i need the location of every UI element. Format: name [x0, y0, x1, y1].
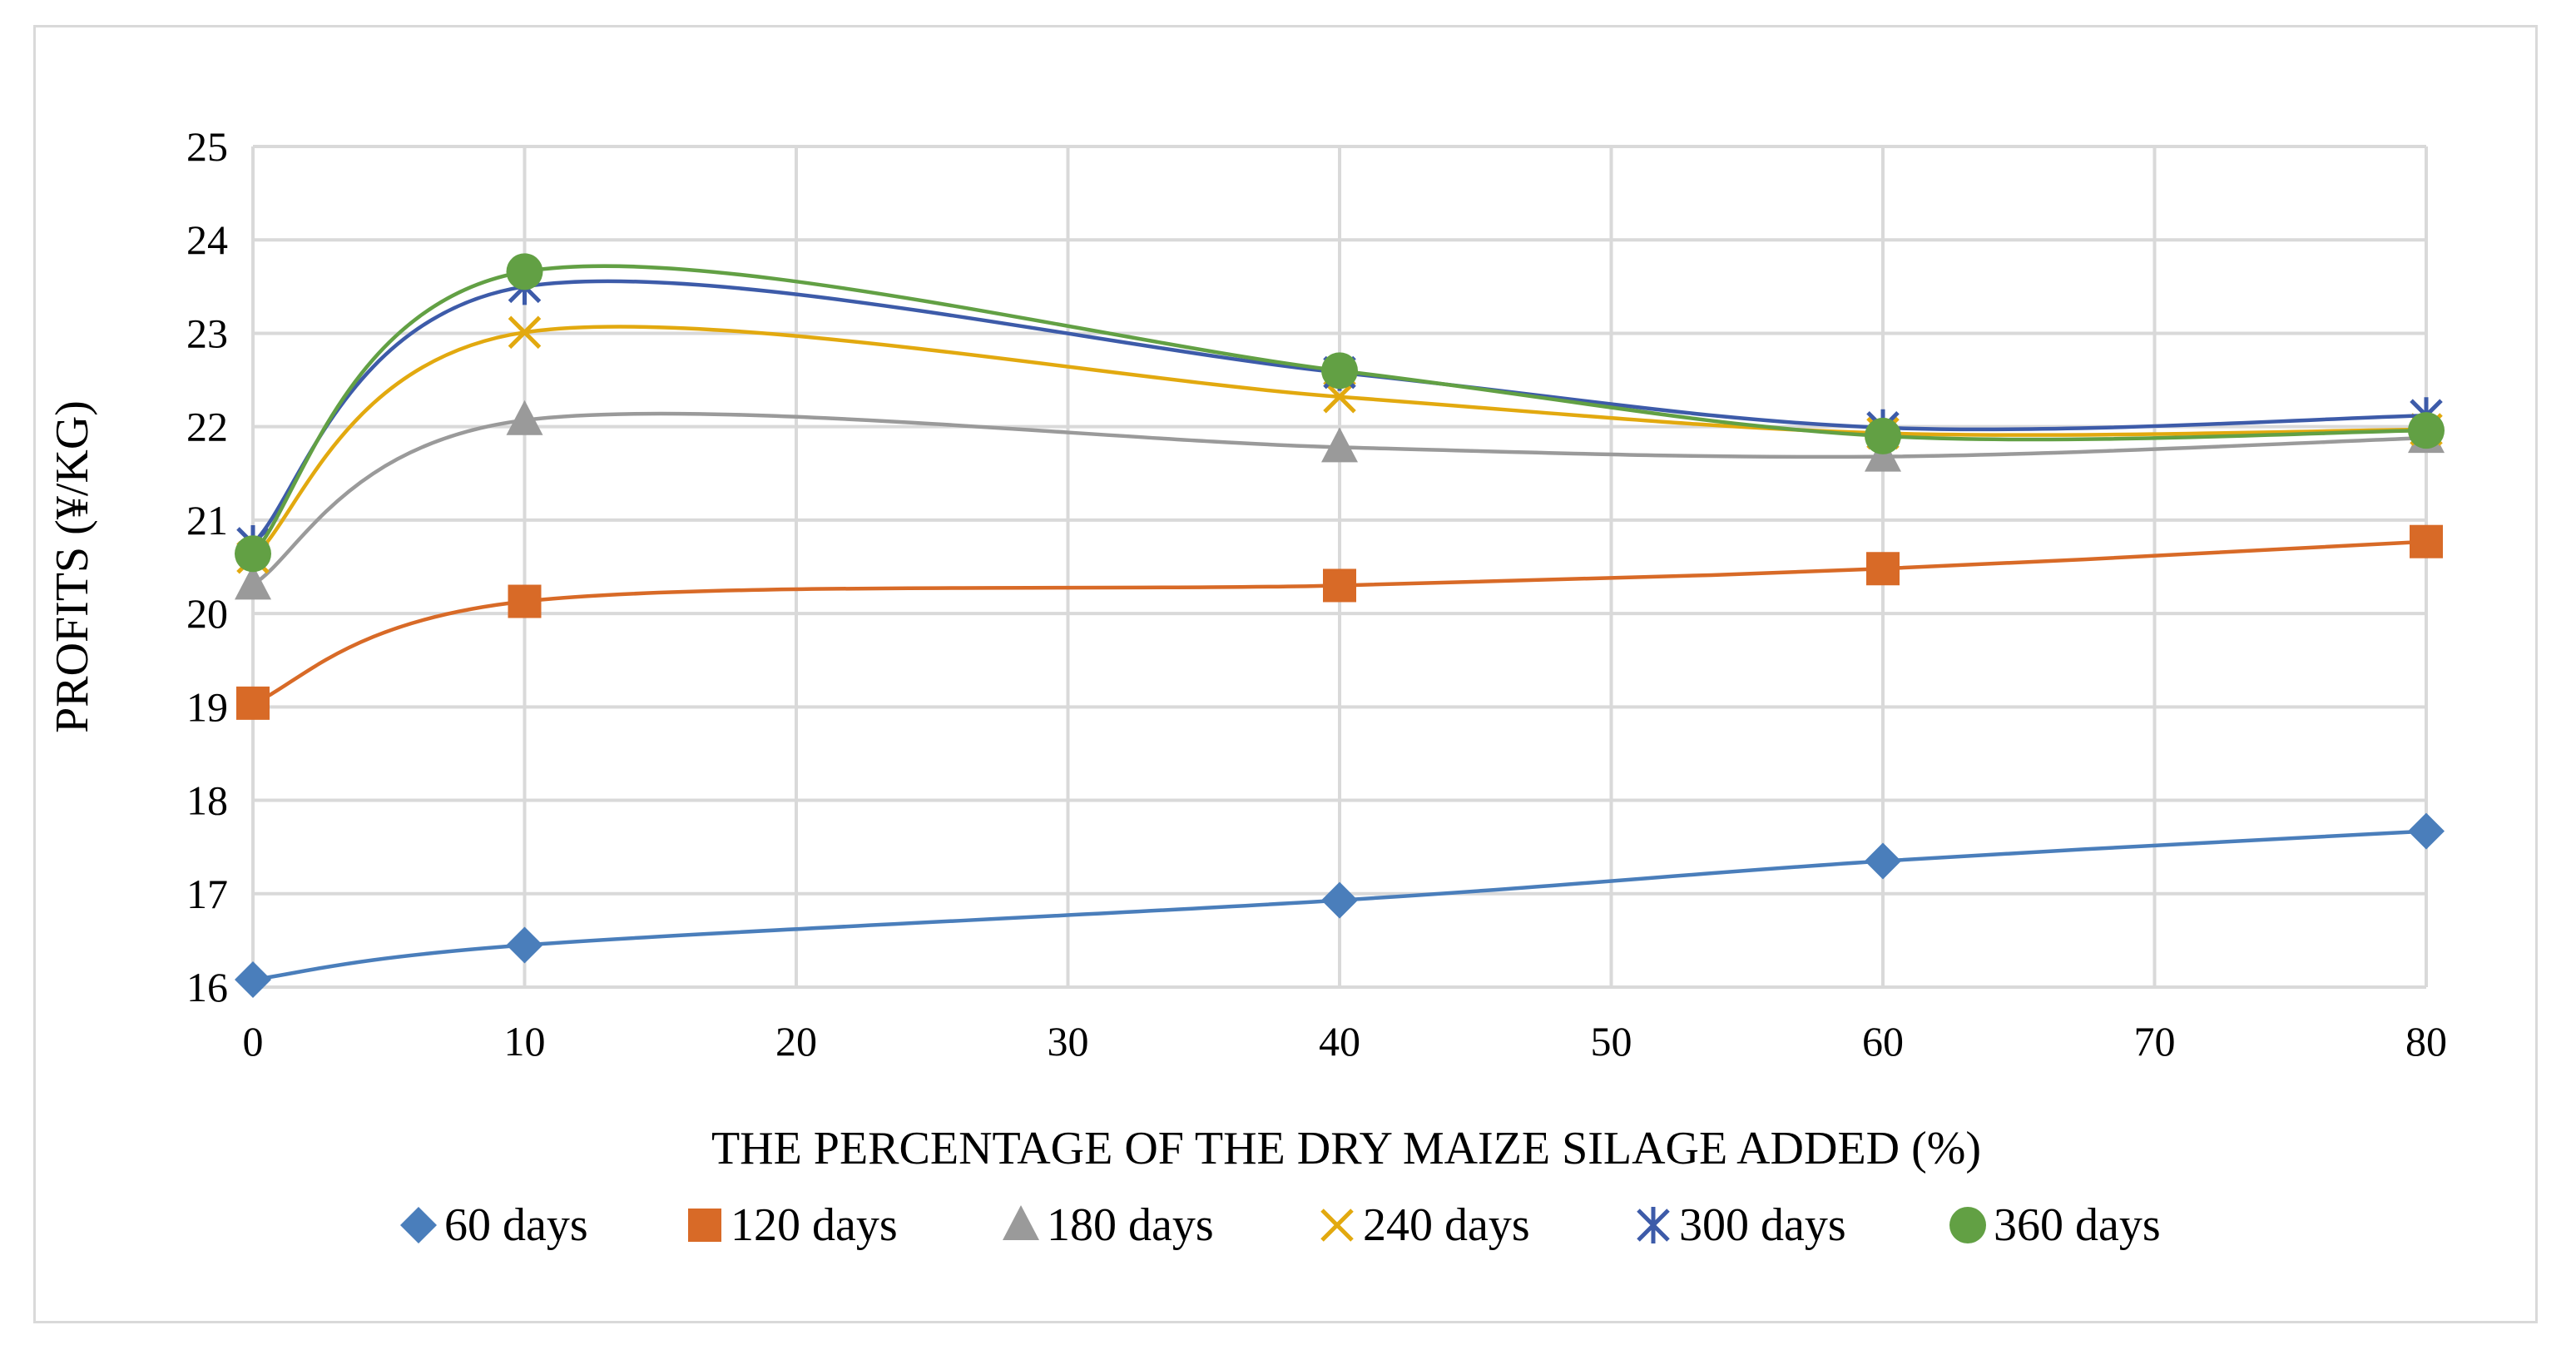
data-point [235, 961, 271, 999]
legend-marker [400, 1207, 437, 1243]
legend-marker [1949, 1207, 1986, 1243]
x-tick-label: 80 [2405, 1018, 2447, 1065]
y-tick-label: 23 [186, 310, 228, 356]
x-axis-title: THE PERCENTAGE OF THE DRY MAIZE SILAGE A… [711, 1123, 1981, 1174]
legend-marker [1003, 1205, 1039, 1240]
gridlines [251, 145, 2428, 989]
series-group [235, 253, 2445, 999]
data-point [1321, 427, 1358, 463]
legend-label: 240 days [1363, 1199, 1530, 1251]
data-point [506, 400, 543, 435]
y-tick-label: 22 [186, 404, 228, 450]
data-point [2410, 524, 2443, 558]
data-point [2408, 412, 2445, 449]
series-120-days [236, 524, 2443, 720]
x-tick-label: 0 [243, 1018, 264, 1065]
series-60-days [235, 812, 2445, 999]
data-point [1865, 842, 1901, 880]
y-axis-ticks: 16 17 18 19 20 21 22 23 24 25 [186, 123, 228, 1010]
x-tick-label: 50 [1591, 1018, 1632, 1065]
x-tick-label: 30 [1048, 1018, 1089, 1065]
data-point [1866, 552, 1900, 586]
data-point [1321, 881, 1358, 919]
y-tick-label: 24 [186, 216, 228, 263]
y-tick-label: 17 [186, 871, 228, 917]
data-point [1865, 417, 1901, 454]
data-point [1323, 568, 1356, 603]
y-tick-label: 25 [186, 123, 228, 170]
legend: 60 days 120 days 180 days 240 days 300 days 3… [400, 1199, 2161, 1251]
data-point [508, 584, 542, 618]
x-tick-label: 70 [2134, 1018, 2176, 1065]
y-tick-label: 21 [186, 497, 228, 543]
x-tick-label: 60 [1862, 1018, 1904, 1065]
legend-marker [1320, 1209, 1354, 1242]
data-point [506, 253, 543, 290]
data-point [508, 315, 542, 350]
data-point [1323, 380, 1356, 414]
data-point [236, 686, 270, 720]
series-line [251, 264, 2427, 555]
series-360-days [235, 253, 2445, 573]
data-point [1321, 352, 1358, 390]
y-tick-label: 18 [186, 777, 228, 824]
legend-item: 60 days [400, 1199, 588, 1251]
y-tick-label: 19 [186, 683, 228, 730]
legend-item: 240 days [1320, 1199, 1530, 1251]
data-point [506, 926, 543, 964]
data-point [235, 564, 271, 600]
series-line [251, 325, 2427, 559]
legend-label: 300 days [1679, 1199, 1846, 1251]
x-tick-label: 40 [1319, 1018, 1360, 1065]
legend-marker [1637, 1207, 1670, 1243]
legend-item: 300 days [1637, 1199, 1846, 1251]
x-tick-label: 20 [775, 1018, 817, 1065]
legend-label: 120 days [731, 1199, 898, 1251]
x-tick-label: 10 [504, 1018, 546, 1065]
legend-label: 60 days [444, 1199, 588, 1251]
y-tick-label: 20 [186, 590, 228, 637]
y-axis-title: PROFITS (¥/KG) [47, 400, 98, 733]
legend-item: 120 days [688, 1199, 898, 1251]
y-tick-label: 16 [186, 964, 228, 1010]
data-point [2408, 812, 2445, 850]
legend-marker [688, 1209, 721, 1242]
x-axis-ticks: 0 10 20 30 40 50 60 70 80 [243, 1018, 2448, 1065]
data-point [235, 535, 271, 573]
legend-label: 360 days [1994, 1199, 2161, 1251]
legend-label: 180 days [1047, 1199, 1214, 1251]
legend-item: 180 days [1003, 1199, 1214, 1251]
legend-item: 360 days [1949, 1199, 2161, 1251]
